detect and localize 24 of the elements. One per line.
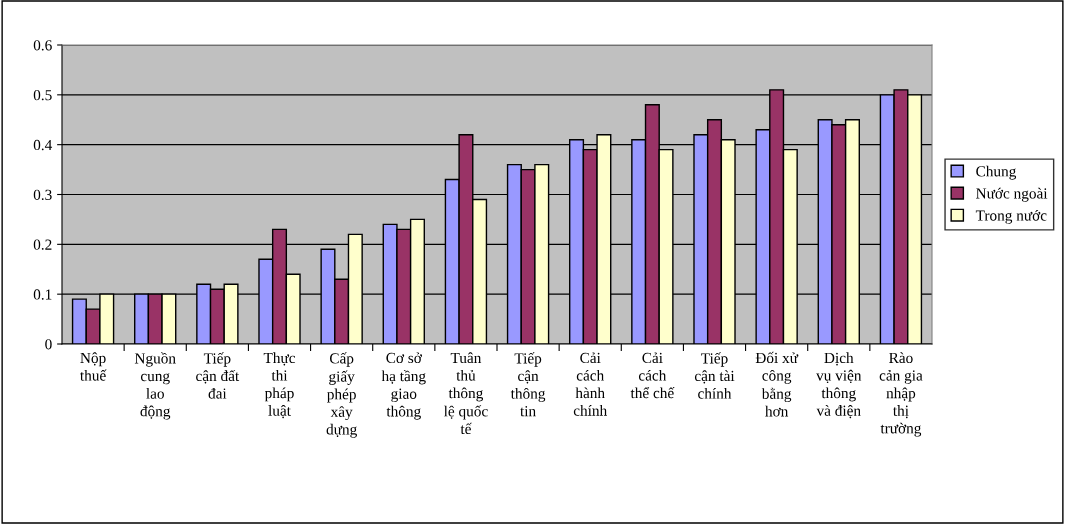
y-tick-label: 0.5 (33, 89, 52, 101)
x-tick-label: Nộp thuế (80, 352, 107, 381)
y-tick-label: 0 (45, 339, 52, 350)
legend-label: Chung (976, 165, 1017, 180)
y-tick-label: 0.4 (33, 139, 53, 151)
x-tick-label: Cải cách hành chính (573, 352, 607, 416)
x-tick-label: Nguồn cung lao động (134, 352, 176, 420)
x-tick-label: Tiếp cận tài chính (694, 352, 735, 399)
x-tick-label: Tuân thủ thông lệ quốc tế (443, 352, 488, 435)
y-tick-label: 0.3 (33, 189, 52, 201)
y-tick-label: 0.2 (33, 239, 52, 250)
x-tick-label: Đối xử công bằng hơn (755, 351, 799, 417)
x-tick-label: Cải cách thể chế (630, 352, 675, 399)
x-tick-label: Tiếp cận thông tin (510, 352, 546, 417)
y-tick-label: 0.1 (33, 289, 52, 300)
x-tick-label: Cấp giấy phép xây dựng (326, 352, 357, 438)
legend-label: Trong nước (975, 209, 1047, 224)
x-tick-label: Cơ sở hạ tầng giao thông (381, 352, 426, 420)
legend-label: Nước ngoài (976, 187, 1048, 202)
x-tick-label: Dịch vụ viện thông và điện (816, 352, 862, 419)
x-tick-label: Rào cản gia nhập thị trường (879, 352, 923, 437)
x-tick-label: Tiếp cận đất đai (196, 352, 240, 399)
y-tick-label: 0.6 (33, 40, 52, 51)
x-tick-label: Thực thi pháp luật (263, 352, 296, 419)
